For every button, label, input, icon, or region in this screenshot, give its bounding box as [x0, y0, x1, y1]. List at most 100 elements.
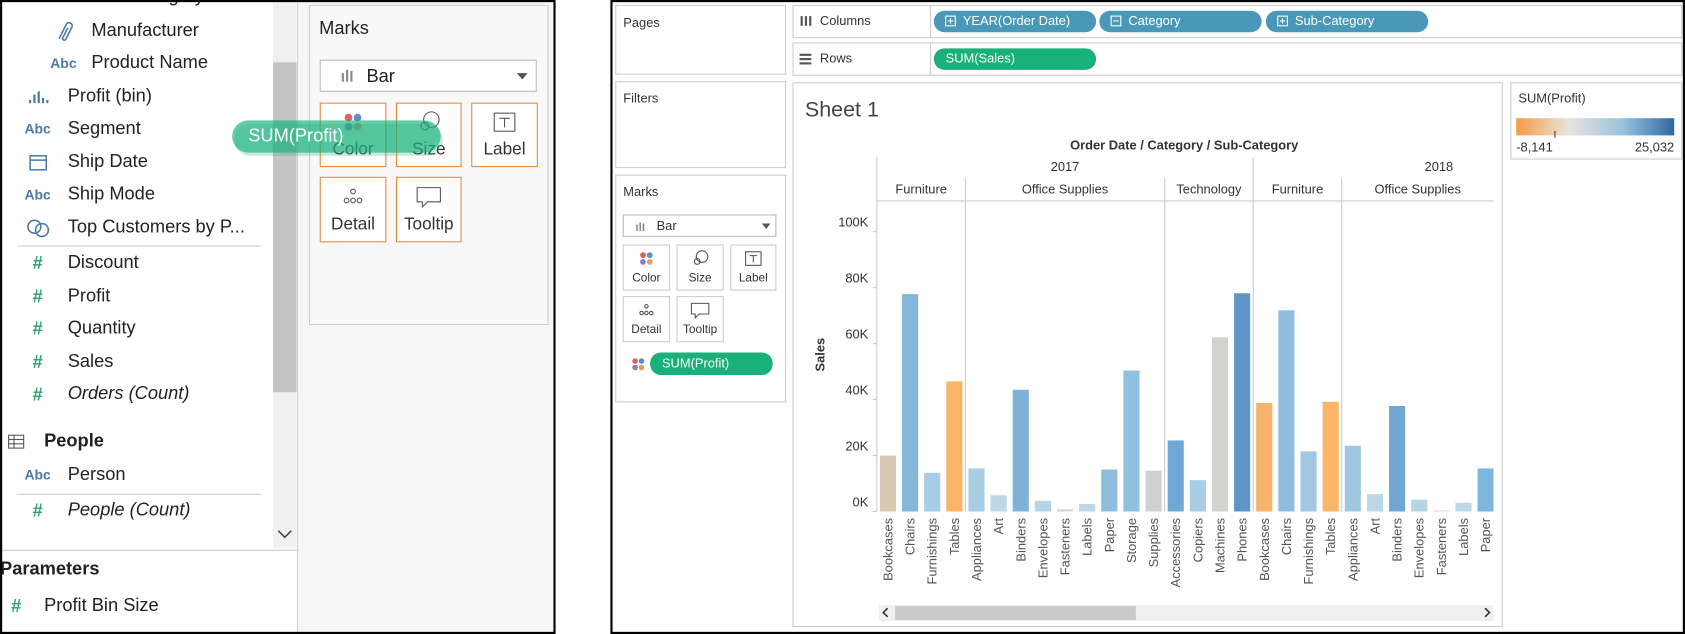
bar[interactable]: [902, 294, 919, 512]
detail-icon: [350, 188, 356, 195]
detail-icon: [639, 310, 644, 316]
dragged-pill[interactable]: [232, 120, 441, 153]
pages-shelf[interactable]: [615, 4, 787, 75]
filters-shelf[interactable]: [615, 81, 787, 169]
field[interactable]: Manufacturer: [91, 19, 199, 40]
x-tick-label: Furnishings: [925, 518, 940, 585]
bar[interactable]: [1056, 509, 1074, 512]
field[interactable]: Ship Date: [68, 150, 148, 171]
mark-button[interactable]: [622, 244, 671, 291]
field[interactable]: Ship Mode: [68, 182, 155, 203]
bar[interactable]: [1278, 310, 1295, 512]
pill[interactable]: [933, 10, 1097, 33]
field-type-icon: Abc: [50, 0, 77, 5]
rows-shelf[interactable]: [792, 42, 1683, 76]
right-panel: Pages Filters Marks Bar Columns Rows She…: [615, 4, 1683, 628]
bar[interactable]: [1211, 337, 1229, 512]
category-header: Furniture: [1272, 182, 1324, 197]
scroll-left[interactable]: [882, 607, 889, 618]
y-tick-label: 40K: [845, 382, 868, 397]
bar[interactable]: [1145, 470, 1162, 512]
mark-button[interactable]: [471, 102, 538, 168]
bar[interactable]: [1012, 389, 1029, 512]
bar[interactable]: [1344, 445, 1361, 512]
bar[interactable]: [1411, 499, 1428, 512]
mark-button-label: Detail: [631, 322, 661, 336]
bar[interactable]: [1101, 469, 1118, 512]
field[interactable]: Profit (bin): [68, 85, 152, 106]
set-icon: [34, 222, 50, 238]
bar[interactable]: [1322, 401, 1339, 512]
x-tick-label: Appliances: [969, 518, 984, 581]
bar[interactable]: [1389, 406, 1406, 512]
field[interactable]: Segment: [68, 117, 141, 138]
field[interactable]: Profit Bin Size: [44, 594, 159, 615]
left-panel: Marks Bar Abc Sub-Category Manufacturer Abc…: [0, 0, 555, 634]
mark-button-label: Label: [484, 139, 526, 159]
label-icon: [493, 112, 516, 132]
field[interactable]: Quantity: [68, 317, 137, 338]
bar[interactable]: [924, 472, 941, 512]
field-type-icon: #: [33, 383, 43, 404]
category-header: Office Supplies: [1375, 182, 1461, 197]
bar[interactable]: [879, 455, 897, 512]
bar[interactable]: [1455, 502, 1472, 512]
filters-label: Filters: [623, 90, 658, 105]
bar[interactable]: [1433, 510, 1450, 512]
field[interactable]: People (Count): [68, 498, 191, 519]
bar[interactable]: [946, 381, 963, 512]
field[interactable]: Sales: [68, 350, 114, 371]
category-header: Office Supplies: [1022, 182, 1108, 197]
bar[interactable]: [1256, 402, 1273, 512]
mark-type-dropdown[interactable]: [622, 214, 777, 237]
color-icon: [632, 364, 638, 371]
pill[interactable]: [1265, 10, 1429, 33]
field[interactable]: Profit: [68, 284, 111, 305]
field[interactable]: Orders (Count): [68, 382, 190, 403]
bar[interactable]: [1477, 468, 1494, 512]
mark-button[interactable]: [676, 244, 724, 291]
h-scroll-thumb[interactable]: [895, 606, 1136, 621]
columns-icon: [809, 16, 812, 26]
bar[interactable]: [1366, 494, 1384, 512]
y-tick-label: 0K: [853, 494, 869, 509]
pill[interactable]: [1099, 10, 1262, 33]
pill[interactable]: [933, 48, 1097, 70]
scroll-thumb[interactable]: [272, 62, 297, 393]
x-tick-label: Appliances: [1345, 518, 1360, 581]
x-tick-label: Art: [1367, 518, 1382, 535]
rows-icon: [799, 62, 812, 65]
overlay: SUM(Profit): [232, 120, 443, 156]
mark-type-dropdown[interactable]: [319, 59, 537, 92]
bar[interactable]: [1034, 500, 1051, 512]
scroll-right[interactable]: [1484, 607, 1491, 618]
field[interactable]: Person: [68, 463, 126, 484]
x-tick-label: Accessories: [1168, 518, 1183, 587]
bar[interactable]: [990, 495, 1007, 512]
field[interactable]: Sub-Category: [91, 0, 204, 6]
x-tick-label: Art: [991, 518, 1006, 535]
field[interactable]: Product Name: [91, 51, 208, 72]
y-tick-label: 20K: [845, 438, 868, 453]
bar[interactable]: [1234, 293, 1251, 512]
bar[interactable]: [1300, 451, 1317, 512]
bar[interactable]: [1167, 440, 1184, 512]
scroll-down[interactable]: [277, 530, 292, 539]
pill-label: SUM(Sales): [946, 51, 1015, 66]
bar[interactable]: [1079, 503, 1096, 512]
pill[interactable]: [650, 352, 773, 376]
field[interactable]: Top Customers by P...: [68, 216, 245, 237]
pill-label: SUM(Profit): [662, 356, 729, 371]
mark-button[interactable]: [676, 296, 724, 343]
bar-icon: [341, 69, 353, 82]
mark-button[interactable]: [730, 244, 777, 291]
bar[interactable]: [1123, 370, 1140, 512]
bar[interactable]: [968, 468, 985, 512]
expand-icon: [1277, 15, 1288, 27]
bar[interactable]: [1189, 480, 1206, 512]
mark-type: Bar: [366, 65, 394, 86]
mark-button[interactable]: [319, 176, 387, 243]
field[interactable]: Discount: [68, 251, 139, 272]
date-icon: [29, 155, 47, 171]
size-icon: [695, 250, 709, 263]
